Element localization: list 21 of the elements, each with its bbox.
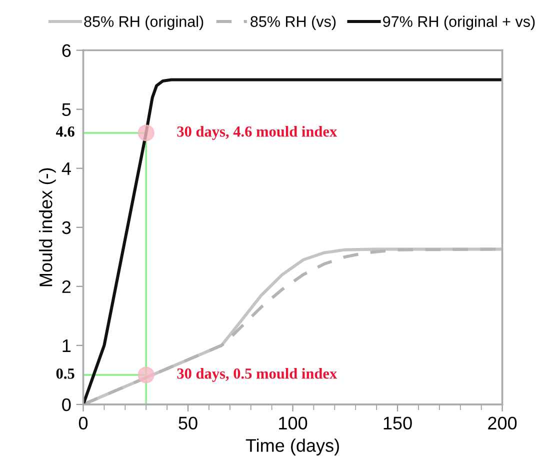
y-tick-label: 3 xyxy=(62,221,71,234)
ref-line-label: 0.5 xyxy=(56,368,74,379)
y-axis-title: Mould index (-) xyxy=(39,168,56,286)
x-tick-label: 0 xyxy=(78,416,88,430)
annotation: 30 days, 0.5 mould index xyxy=(177,368,338,382)
y-tick-label: 1 xyxy=(62,340,71,352)
y-tick-label: 0 xyxy=(62,398,71,412)
y-tick-label: 4 xyxy=(62,162,71,175)
x-tick-label: 200 xyxy=(488,416,517,430)
y-tick-label: 2 xyxy=(62,280,71,293)
x-tick-label: 150 xyxy=(384,416,412,430)
x-tick-label: 100 xyxy=(279,416,308,430)
legend-label: 85% RH (original) xyxy=(84,16,204,30)
y-tick-label: 6 xyxy=(62,44,71,57)
x-tick-label: 50 xyxy=(178,416,198,430)
y-tick-label: 5 xyxy=(62,103,71,116)
annotation: 30 days, 4.6 mould index xyxy=(177,126,338,140)
ref-line-label: 4.6 xyxy=(56,126,74,137)
x-axis-title: Time (days) xyxy=(246,438,339,456)
legend-label: 85% RH (vs) xyxy=(250,16,336,30)
legend-label: 97% RH (original + vs) xyxy=(383,16,535,30)
